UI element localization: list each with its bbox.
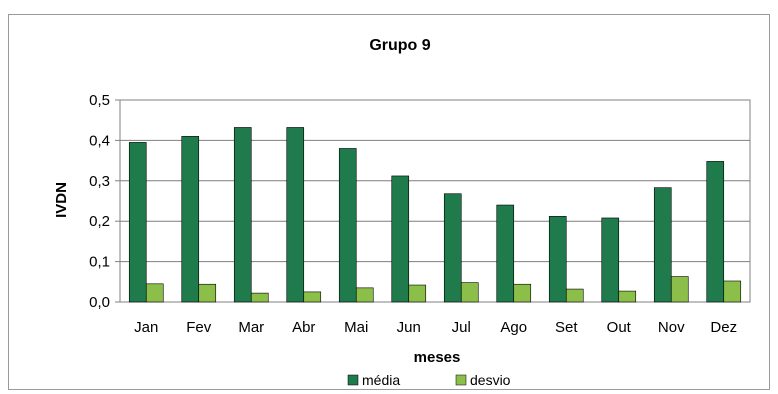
plot-area <box>119 99 751 303</box>
x-tick-label: Ago <box>500 319 527 336</box>
x-tick-label: Jun <box>397 319 421 336</box>
y-tick-label: 0,2 <box>89 213 110 230</box>
y-tick-label: 0,1 <box>89 254 110 271</box>
bar-media-dez <box>706 161 725 303</box>
x-tick-labels: Jan Fev Mar Abr Mai Jun Jul Ago Set Out Nov Dez <box>134 319 737 336</box>
legend-label-media: média <box>362 372 400 388</box>
bar-desvio-jun <box>408 284 427 303</box>
bar-media-fev <box>181 136 200 303</box>
x-tick-label: Abr <box>292 319 315 336</box>
grid-lines <box>115 99 750 303</box>
y-tick-label: 0,0 <box>89 294 110 311</box>
x-tick-label: Mar <box>238 319 264 336</box>
bar-desvio-mar <box>250 292 269 303</box>
bar-media-ago <box>496 204 515 303</box>
bar-media-nov <box>653 187 672 303</box>
bar-media-jul <box>443 193 462 303</box>
bars <box>128 127 742 303</box>
chart-title: Grupo 9 <box>369 37 430 54</box>
x-tick-label: Nov <box>658 319 685 336</box>
legend-label-desvio: desvio <box>470 372 511 388</box>
bar-desvio-nov <box>670 276 689 303</box>
x-tick-label: Jan <box>134 319 158 336</box>
bar-media-jun <box>391 175 410 303</box>
bar-media-jan <box>128 142 147 303</box>
y-tick-label: 0,5 <box>89 92 110 109</box>
legend-swatch-media <box>347 374 359 386</box>
bar-desvio-set <box>565 288 584 303</box>
x-tick-label: Set <box>555 319 578 336</box>
y-axis-title: IVDN <box>53 182 70 218</box>
bar-desvio-mai <box>355 287 374 303</box>
bar-desvio-out <box>618 290 637 303</box>
x-tick-label: Fev <box>186 319 212 336</box>
y-tick-label: 0,4 <box>89 132 110 149</box>
legend: média desvio <box>347 372 511 388</box>
bar-media-mar <box>233 127 252 303</box>
x-tick-label: Dez <box>710 319 737 336</box>
bar-desvio-abr <box>303 291 322 303</box>
bar-desvio-jul <box>460 282 479 303</box>
bar-desvio-jan <box>145 283 164 303</box>
x-tick-label: Mai <box>344 319 368 336</box>
bar-media-mai <box>338 148 357 303</box>
bar-desvio-fev <box>198 283 217 303</box>
x-tick-label: Out <box>607 319 632 336</box>
bar-desvio-ago <box>513 283 532 303</box>
x-tick-label: Jul <box>452 319 471 336</box>
bar-media-abr <box>286 127 305 303</box>
bar-media-set <box>548 216 567 303</box>
bar-media-out <box>601 217 620 303</box>
y-tick-labels: 0,0 0,1 0,2 0,3 0,4 0,5 <box>89 92 110 311</box>
legend-swatch-desvio <box>455 374 467 386</box>
bar-desvio-dez <box>723 280 742 303</box>
x-axis-title: meses <box>414 349 461 366</box>
y-tick-label: 0,3 <box>89 173 110 190</box>
